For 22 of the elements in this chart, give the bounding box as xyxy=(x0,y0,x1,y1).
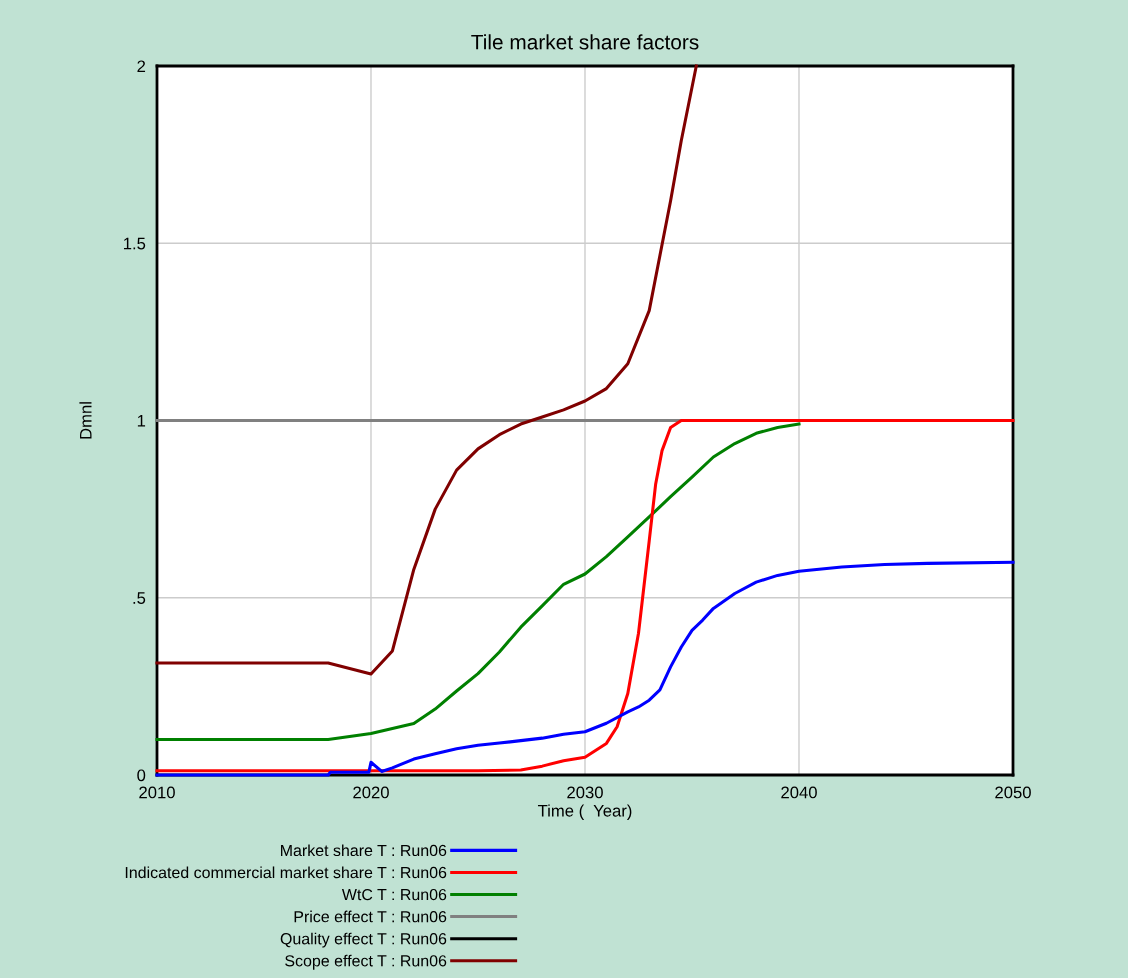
y-tick-label: 2 xyxy=(137,60,146,73)
legend-label: Indicated commercial market share T : Run06 xyxy=(125,866,447,879)
y-axis-title: Dmnl xyxy=(79,402,92,439)
chart-title: Tile market share factors xyxy=(471,34,699,50)
x-tick-label: 2020 xyxy=(353,786,389,799)
y-tick-label: 0 xyxy=(137,769,146,782)
x-tick-label: 2030 xyxy=(567,786,603,799)
x-tick-label: 2050 xyxy=(995,786,1031,799)
y-tick-label: .5 xyxy=(133,592,146,604)
y-tick-label: 1.5 xyxy=(123,237,146,250)
x-tick-label: 2040 xyxy=(781,786,817,799)
legend-label: Price effect T : Run06 xyxy=(294,910,447,923)
x-tick-label: 2010 xyxy=(139,786,175,799)
x-axis-title: Time ( Year) xyxy=(537,804,632,820)
line-series xyxy=(155,64,698,676)
y-tick-label: 1 xyxy=(137,415,146,427)
legend-label: Market share T : Run06 xyxy=(281,844,447,857)
line-series xyxy=(155,418,1015,773)
legend-label: Scope effect T : Run06 xyxy=(285,954,447,970)
line-series xyxy=(155,422,801,742)
legend-label: Quality effect T : Run06 xyxy=(280,932,447,948)
legend-label: WtC T : Run06 xyxy=(341,888,447,901)
